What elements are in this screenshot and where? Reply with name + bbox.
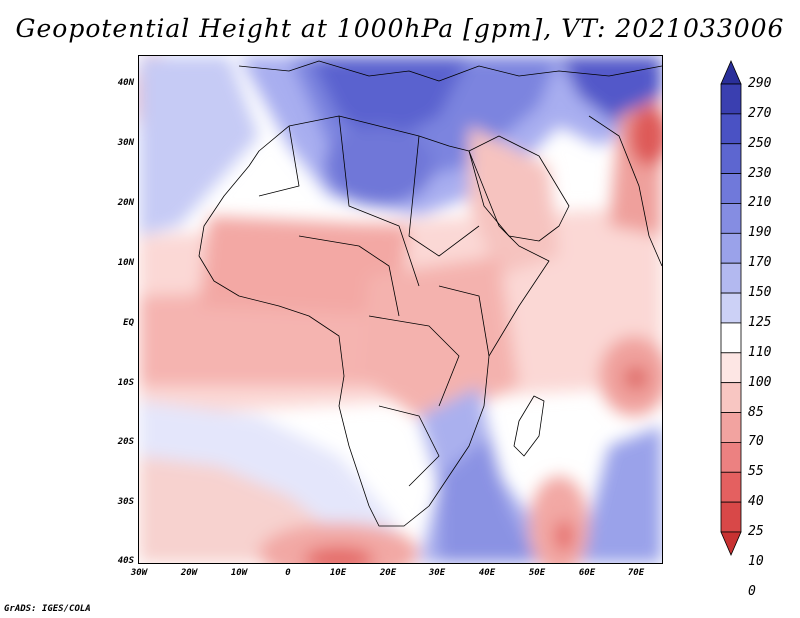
chart-title: Geopotential Height at 1000hPa [gpm], VT… (15, 14, 785, 43)
contour-fill-layer (139, 56, 662, 563)
lon-label-60e: 60E (578, 568, 596, 578)
colorbar-level-label: 190 (748, 225, 772, 241)
lon-label-0: 0 (285, 568, 291, 578)
lat-label-20s: 20S (117, 437, 134, 447)
map-plot-area[interactable] (138, 55, 663, 564)
colorbar-level-label: 150 (748, 285, 772, 301)
lat-label-10s: 10S (117, 378, 134, 388)
colorbar-segment-bottom (720, 531, 742, 556)
colorbar-level-label: 125 (748, 314, 772, 330)
lon-label-30e: 30E (428, 568, 446, 578)
colorbar-level-label: 10 (748, 553, 764, 569)
colorbar-level-label: 85 (748, 404, 764, 420)
colorbar-segment (720, 173, 742, 204)
lon-label-40e: 40E (478, 568, 496, 578)
colorbar-level-label: 70 (748, 434, 764, 450)
colorbar-level-label: 210 (748, 195, 772, 211)
lat-label-30n: 30N (117, 138, 134, 148)
colorbar-segment (720, 382, 742, 413)
colorbar-segment (720, 352, 742, 384)
lat-label-10n: 10N (117, 258, 134, 268)
colorbar-segment (720, 232, 742, 264)
colorbar-level-label: 110 (748, 344, 772, 360)
lon-label-20e: 20E (379, 568, 397, 578)
contour-map (139, 56, 662, 563)
colorbar-segment (720, 292, 742, 324)
lon-label-20w: 20W (180, 568, 198, 578)
lon-label-30w: 30W (130, 568, 148, 578)
colorbar-level-label: 270 (748, 105, 772, 121)
lon-label-10e: 10E (329, 568, 347, 578)
colorbar-segment (720, 501, 742, 533)
colorbar-segment-top (720, 60, 742, 85)
footer-credit: GrADS: IGES/COLA (4, 604, 91, 614)
colorbar (720, 60, 742, 556)
colorbar-segment (720, 441, 742, 473)
colorbar-segment (720, 322, 742, 354)
colorbar-segment (720, 471, 742, 503)
colorbar-level-label: 100 (748, 374, 772, 390)
lat-label-30s: 30S (117, 497, 134, 507)
colorbar-level-label: 0 (748, 583, 756, 599)
colorbar-level-label: 250 (748, 135, 772, 151)
lat-label-40n: 40N (117, 78, 134, 88)
colorbar-segment (720, 113, 742, 145)
colorbar-level-label: 25 (748, 524, 764, 539)
colorbar-segment (720, 203, 742, 234)
colorbar-level-label: 230 (748, 165, 772, 181)
colorbar-level-label: 290 (748, 76, 772, 91)
lon-label-50e: 50E (528, 568, 546, 578)
coastline-layer (198, 60, 662, 527)
colorbar-level-label: 40 (748, 494, 764, 510)
colorbar-level-label: 55 (748, 464, 764, 480)
colorbar-level-label: 170 (748, 255, 772, 271)
lat-label-20n: 20N (117, 198, 134, 208)
lat-label-40s: 40S (117, 556, 134, 566)
colorbar-segment (720, 143, 742, 174)
lon-label-10w: 10W (230, 568, 248, 578)
colorbar-segment (720, 262, 742, 294)
lat-label-eq: EQ (123, 318, 134, 328)
colorbar-segment (720, 412, 742, 443)
colorbar-segment (720, 83, 742, 115)
lon-label-70e: 70E (627, 568, 645, 578)
